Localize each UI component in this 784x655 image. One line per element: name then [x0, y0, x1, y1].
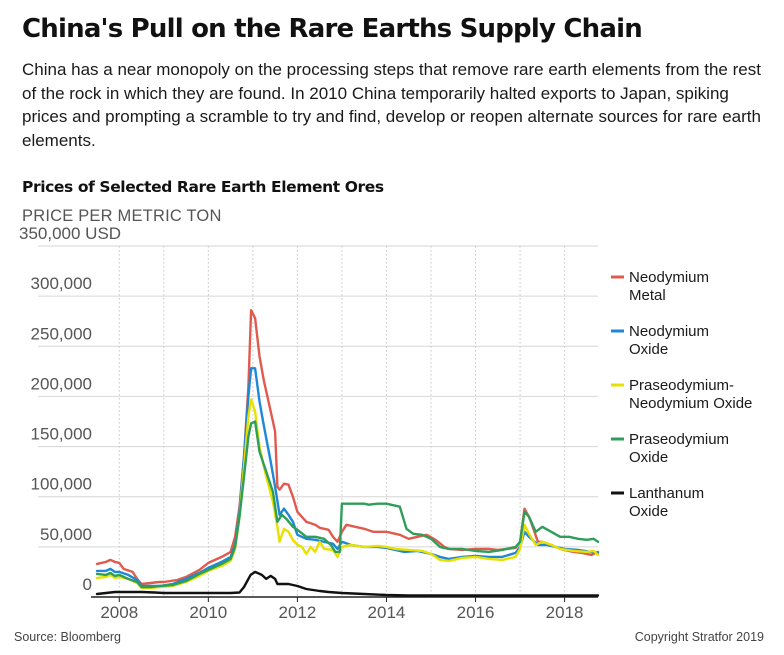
legend-label-praseodymium-neodymium-oxide: Praseodymium- — [629, 377, 734, 394]
y-tick-label: 350,000 USD — [19, 224, 121, 243]
legend-label-neodymium-oxide: Neodymium — [629, 323, 709, 340]
legend-label-praseodymium-neodymium-oxide: Neodymium Oxide — [629, 395, 752, 412]
series-line-praseodymium-oxide — [95, 420, 600, 589]
x-tick-label: 2014 — [368, 603, 406, 622]
x-tick-label: 2010 — [189, 603, 227, 622]
y-tick-label: 100,000 — [31, 475, 92, 494]
page-title: China's Pull on the Rare Earths Supply C… — [22, 14, 643, 44]
chart-title: Prices of Selected Rare Earth Element Or… — [22, 178, 384, 196]
legend-label-neodymium-metal: Neodymium — [629, 269, 709, 286]
legend-label-lanthanum-oxide: Lanthanum — [629, 485, 704, 502]
chart-series — [95, 309, 600, 597]
x-tick-label: 2016 — [457, 603, 495, 622]
series-line-neodymium-oxide — [95, 367, 600, 588]
chart-legend: NeodymiumMetalNeodymiumOxidePraseodymium… — [611, 269, 752, 520]
y-tick-label: 0 — [83, 575, 92, 594]
x-tick-label: 2008 — [100, 603, 138, 622]
y-tick-label: 50,000 — [40, 525, 92, 544]
chart-axis-labels: 0 50,000 100,000 150,000 200,000 250,000 300,0… — [19, 224, 584, 622]
y-tick-label: 200,000 — [31, 374, 92, 393]
series-line-lanthanum-oxide — [95, 570, 600, 597]
legend-label-praseodymium-oxide: Praseodymium — [629, 431, 729, 448]
source-note: Source: Bloomberg — [14, 630, 122, 644]
x-tick-label: 2018 — [546, 603, 584, 622]
series-line-praseodymium-neodymium-oxide — [95, 398, 600, 590]
legend-label-neodymium-metal: Metal — [629, 287, 666, 304]
y-axis-label: PRICE PER METRIC TON — [22, 207, 222, 225]
copyright-note: Copyright Stratfor 2019 — [634, 630, 764, 644]
legend-label-neodymium-oxide: Oxide — [629, 341, 668, 358]
x-tick-label: 2012 — [278, 603, 316, 622]
legend-label-praseodymium-oxide: Oxide — [629, 449, 668, 466]
y-tick-label: 250,000 — [31, 324, 92, 343]
legend-label-lanthanum-oxide: Oxide — [629, 503, 668, 520]
chart-grid — [38, 245, 598, 602]
page-subtitle: China has a near monopoly on the process… — [22, 60, 761, 150]
y-tick-label: 300,000 — [31, 274, 92, 293]
y-tick-label: 150,000 — [31, 425, 92, 444]
